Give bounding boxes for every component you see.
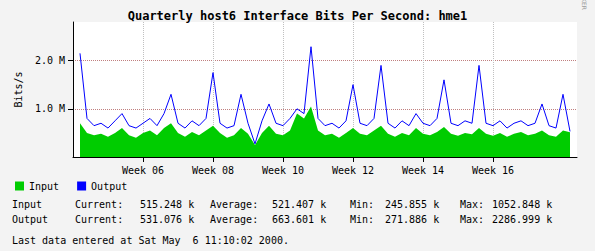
svg-text:Bits/s: Bits/s [13, 71, 24, 107]
svg-text:Quarterly host6 Interface Bits: Quarterly host6 Interface Bits Per Secon… [128, 9, 468, 23]
svg-text:Average:: Average: [210, 199, 258, 210]
svg-text:Average:: Average: [210, 214, 258, 225]
svg-text:663.601 k: 663.601 k [272, 214, 326, 225]
svg-text:Current:: Current: [75, 214, 123, 225]
svg-text:Week 16: Week 16 [472, 165, 514, 176]
svg-text:Output: Output [12, 214, 48, 225]
svg-text:521.407 k: 521.407 k [272, 199, 326, 210]
svg-text:1.0 M: 1.0 M [35, 103, 65, 114]
svg-text:Max:: Max: [460, 214, 484, 225]
svg-text:Min:: Min: [350, 214, 374, 225]
svg-text:Week 10: Week 10 [262, 165, 304, 176]
svg-text:Week 06: Week 06 [122, 165, 164, 176]
svg-text:Output: Output [91, 181, 127, 192]
svg-text:1052.848 k: 1052.848 k [492, 199, 552, 210]
svg-text:Min:: Min: [350, 199, 374, 210]
svg-text:Week 08: Week 08 [192, 165, 234, 176]
svg-text:Input: Input [12, 199, 42, 210]
svg-text:Current:: Current: [75, 199, 123, 210]
svg-text:Input: Input [29, 181, 59, 192]
svg-text:515.248 k: 515.248 k [140, 199, 194, 210]
svg-text:Week 12: Week 12 [332, 165, 374, 176]
svg-text:271.886 k: 271.886 k [385, 214, 439, 225]
svg-text:Max:: Max: [460, 199, 484, 210]
svg-text:2286.999 k: 2286.999 k [492, 214, 552, 225]
svg-text:531.076 k: 531.076 k [140, 214, 194, 225]
svg-text:245.855 k: 245.855 k [385, 199, 439, 210]
svg-text:Last data entered at Sat May: Last data entered at Sat May 6 11:10:02 … [12, 235, 289, 246]
svg-text:Week 14: Week 14 [402, 165, 444, 176]
svg-text:2.0 M: 2.0 M [35, 55, 65, 66]
svg-text:RRDTOOL / TOBI OETIKER: RRDTOOL / TOBI OETIKER [581, 0, 588, 10]
